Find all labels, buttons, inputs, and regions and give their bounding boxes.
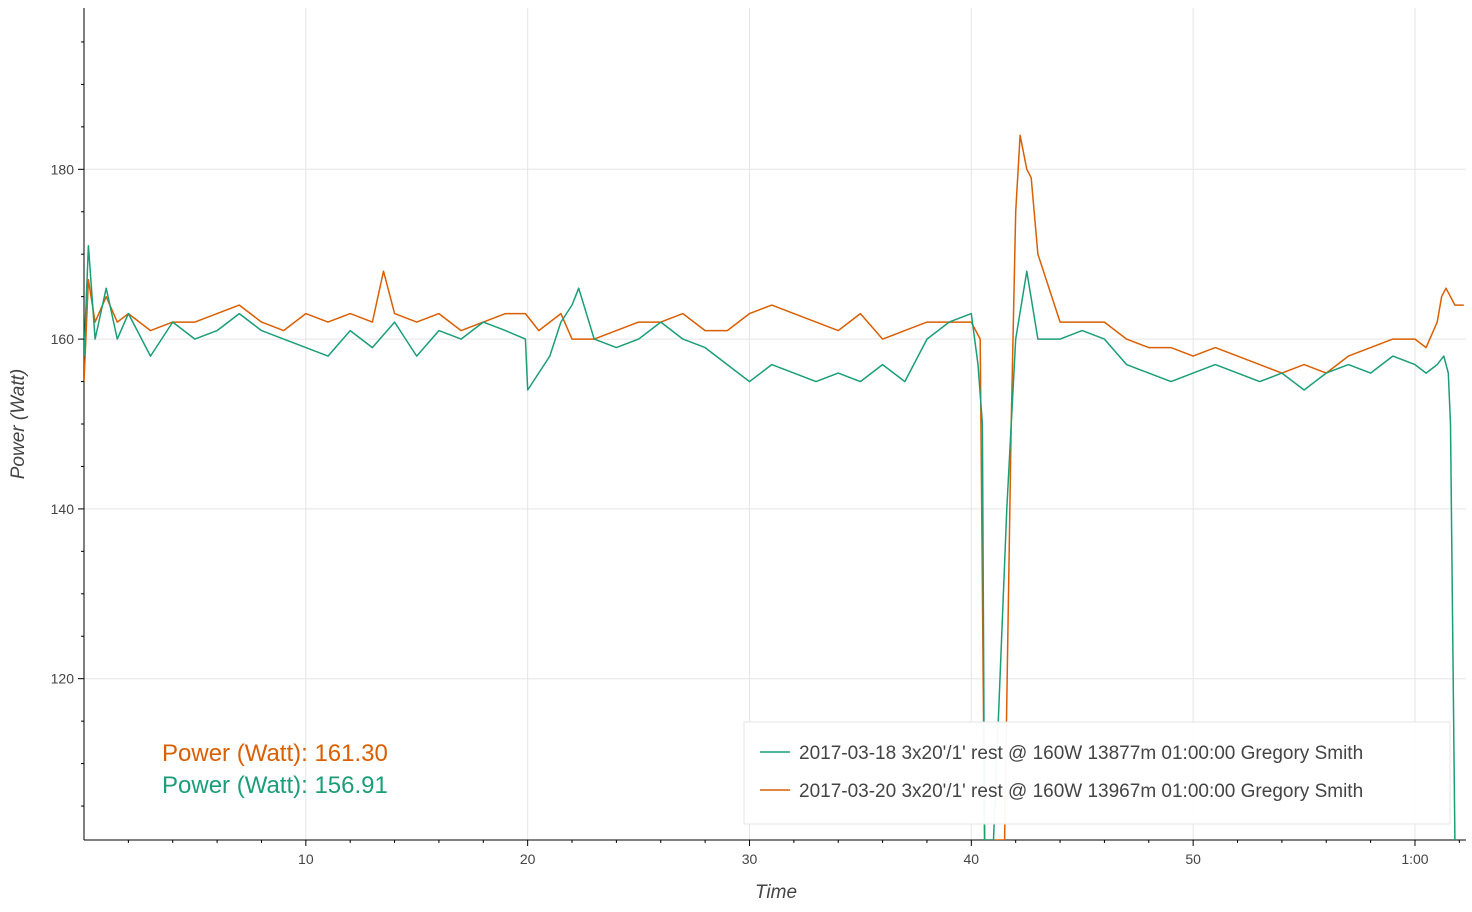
- y-tick-label: 140: [51, 501, 75, 517]
- legend[interactable]: 2017-03-18 3x20'/1' rest @ 160W 13877m 0…: [743, 721, 1451, 825]
- y-tick-label: 180: [51, 161, 75, 177]
- x-tick-label: 30: [742, 851, 758, 867]
- y-tick-label: 120: [51, 671, 75, 687]
- legend-label-series-1[interactable]: 2017-03-18 3x20'/1' rest @ 160W 13877m 0…: [799, 743, 1363, 764]
- series-line-1: [84, 244, 1456, 840]
- tick-labels: 120 140 160 180 10 20 30 40 50 1:00: [51, 161, 1429, 867]
- axes: [78, 8, 1466, 846]
- plot-area: [84, 134, 1464, 840]
- legend-box: [743, 721, 1451, 825]
- average-annotations: Power (Watt): 161.30 Power (Watt): 156.9…: [162, 740, 388, 799]
- series-lines: [84, 134, 1464, 840]
- x-axis-title: Time: [755, 882, 797, 903]
- x-tick-label: 1:00: [1401, 851, 1428, 867]
- series-line-2: [84, 134, 1464, 840]
- x-tick-label: 20: [520, 851, 536, 867]
- annotation-power-avg-orange: Power (Watt): 161.30: [162, 740, 388, 767]
- y-axis-title: Power (Watt): [8, 369, 29, 480]
- x-tick-label: 50: [1185, 851, 1201, 867]
- annotation-power-avg-green: Power (Watt): 156.91: [162, 772, 388, 799]
- x-tick-label: 10: [298, 851, 314, 867]
- y-tick-label: 160: [51, 331, 75, 347]
- x-tick-label: 40: [964, 851, 980, 867]
- grid-lines: [84, 8, 1466, 840]
- legend-label-series-2[interactable]: 2017-03-20 3x20'/1' rest @ 160W 13967m 0…: [799, 781, 1363, 802]
